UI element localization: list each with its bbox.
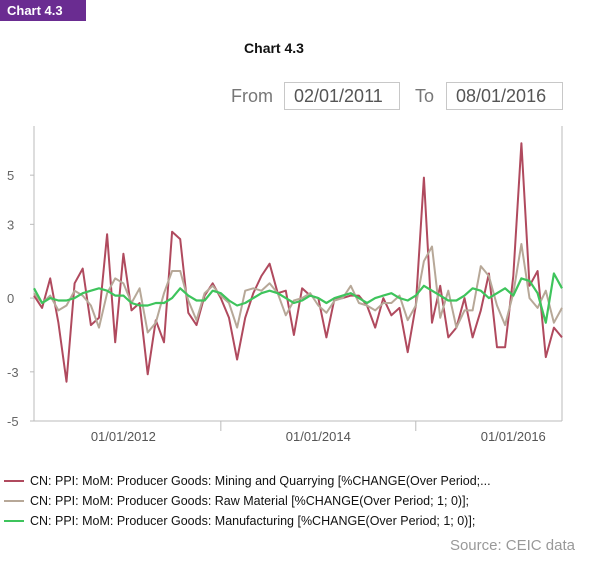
legend-swatch-raw-material [4, 499, 24, 502]
source-note: Source: CEIC data [449, 537, 575, 554]
legend-item-manufacturing[interactable]: CN: PPI: MoM: Producer Goods: Manufactur… [4, 511, 588, 531]
y-tick-label: -5 [7, 414, 19, 429]
y-tick-label: 5 [7, 168, 14, 183]
y-tick-label: 3 [7, 217, 14, 232]
y-tick-label: 0 [7, 291, 14, 306]
line-chart: 5 3 0 -3 -5 01/01/2012 01/01/2014 01/01/2016 [7, 126, 563, 444]
legend: CN: PPI: MoM: Producer Goods: Mining and… [4, 471, 588, 531]
to-label: To [415, 86, 435, 106]
chart-badge: Chart 4.3 [0, 0, 86, 21]
legend-item-raw-material[interactable]: CN: PPI: MoM: Producer Goods: Raw Materi… [4, 491, 588, 511]
x-tick-label: 01/01/2014 [286, 429, 351, 444]
x-tick-label: 01/01/2016 [481, 429, 546, 444]
series-line-2 [33, 243, 563, 334]
series-lines [33, 142, 563, 383]
x-tick-label: 01/01/2012 [91, 429, 156, 444]
to-date-input[interactable]: 08/01/2016 [446, 82, 563, 110]
series-line-1 [33, 142, 563, 383]
series-line-3 [33, 272, 563, 324]
legend-label-mining: CN: PPI: MoM: Producer Goods: Mining and… [30, 474, 491, 488]
legend-label-manufacturing: CN: PPI: MoM: Producer Goods: Manufactur… [30, 514, 476, 528]
legend-item-mining[interactable]: CN: PPI: MoM: Producer Goods: Mining and… [4, 471, 588, 491]
from-date-input[interactable]: 02/01/2011 [284, 82, 400, 110]
legend-label-raw-material: CN: PPI: MoM: Producer Goods: Raw Materi… [30, 494, 470, 508]
chart-title: Chart 4.3 [244, 40, 304, 56]
from-label: From [231, 86, 273, 106]
axes: 5 3 0 -3 -5 01/01/2012 01/01/2014 01/01/2016 [7, 126, 563, 444]
legend-swatch-mining [4, 479, 24, 482]
legend-swatch-manufacturing [4, 519, 24, 522]
y-tick-label: -3 [7, 365, 19, 380]
